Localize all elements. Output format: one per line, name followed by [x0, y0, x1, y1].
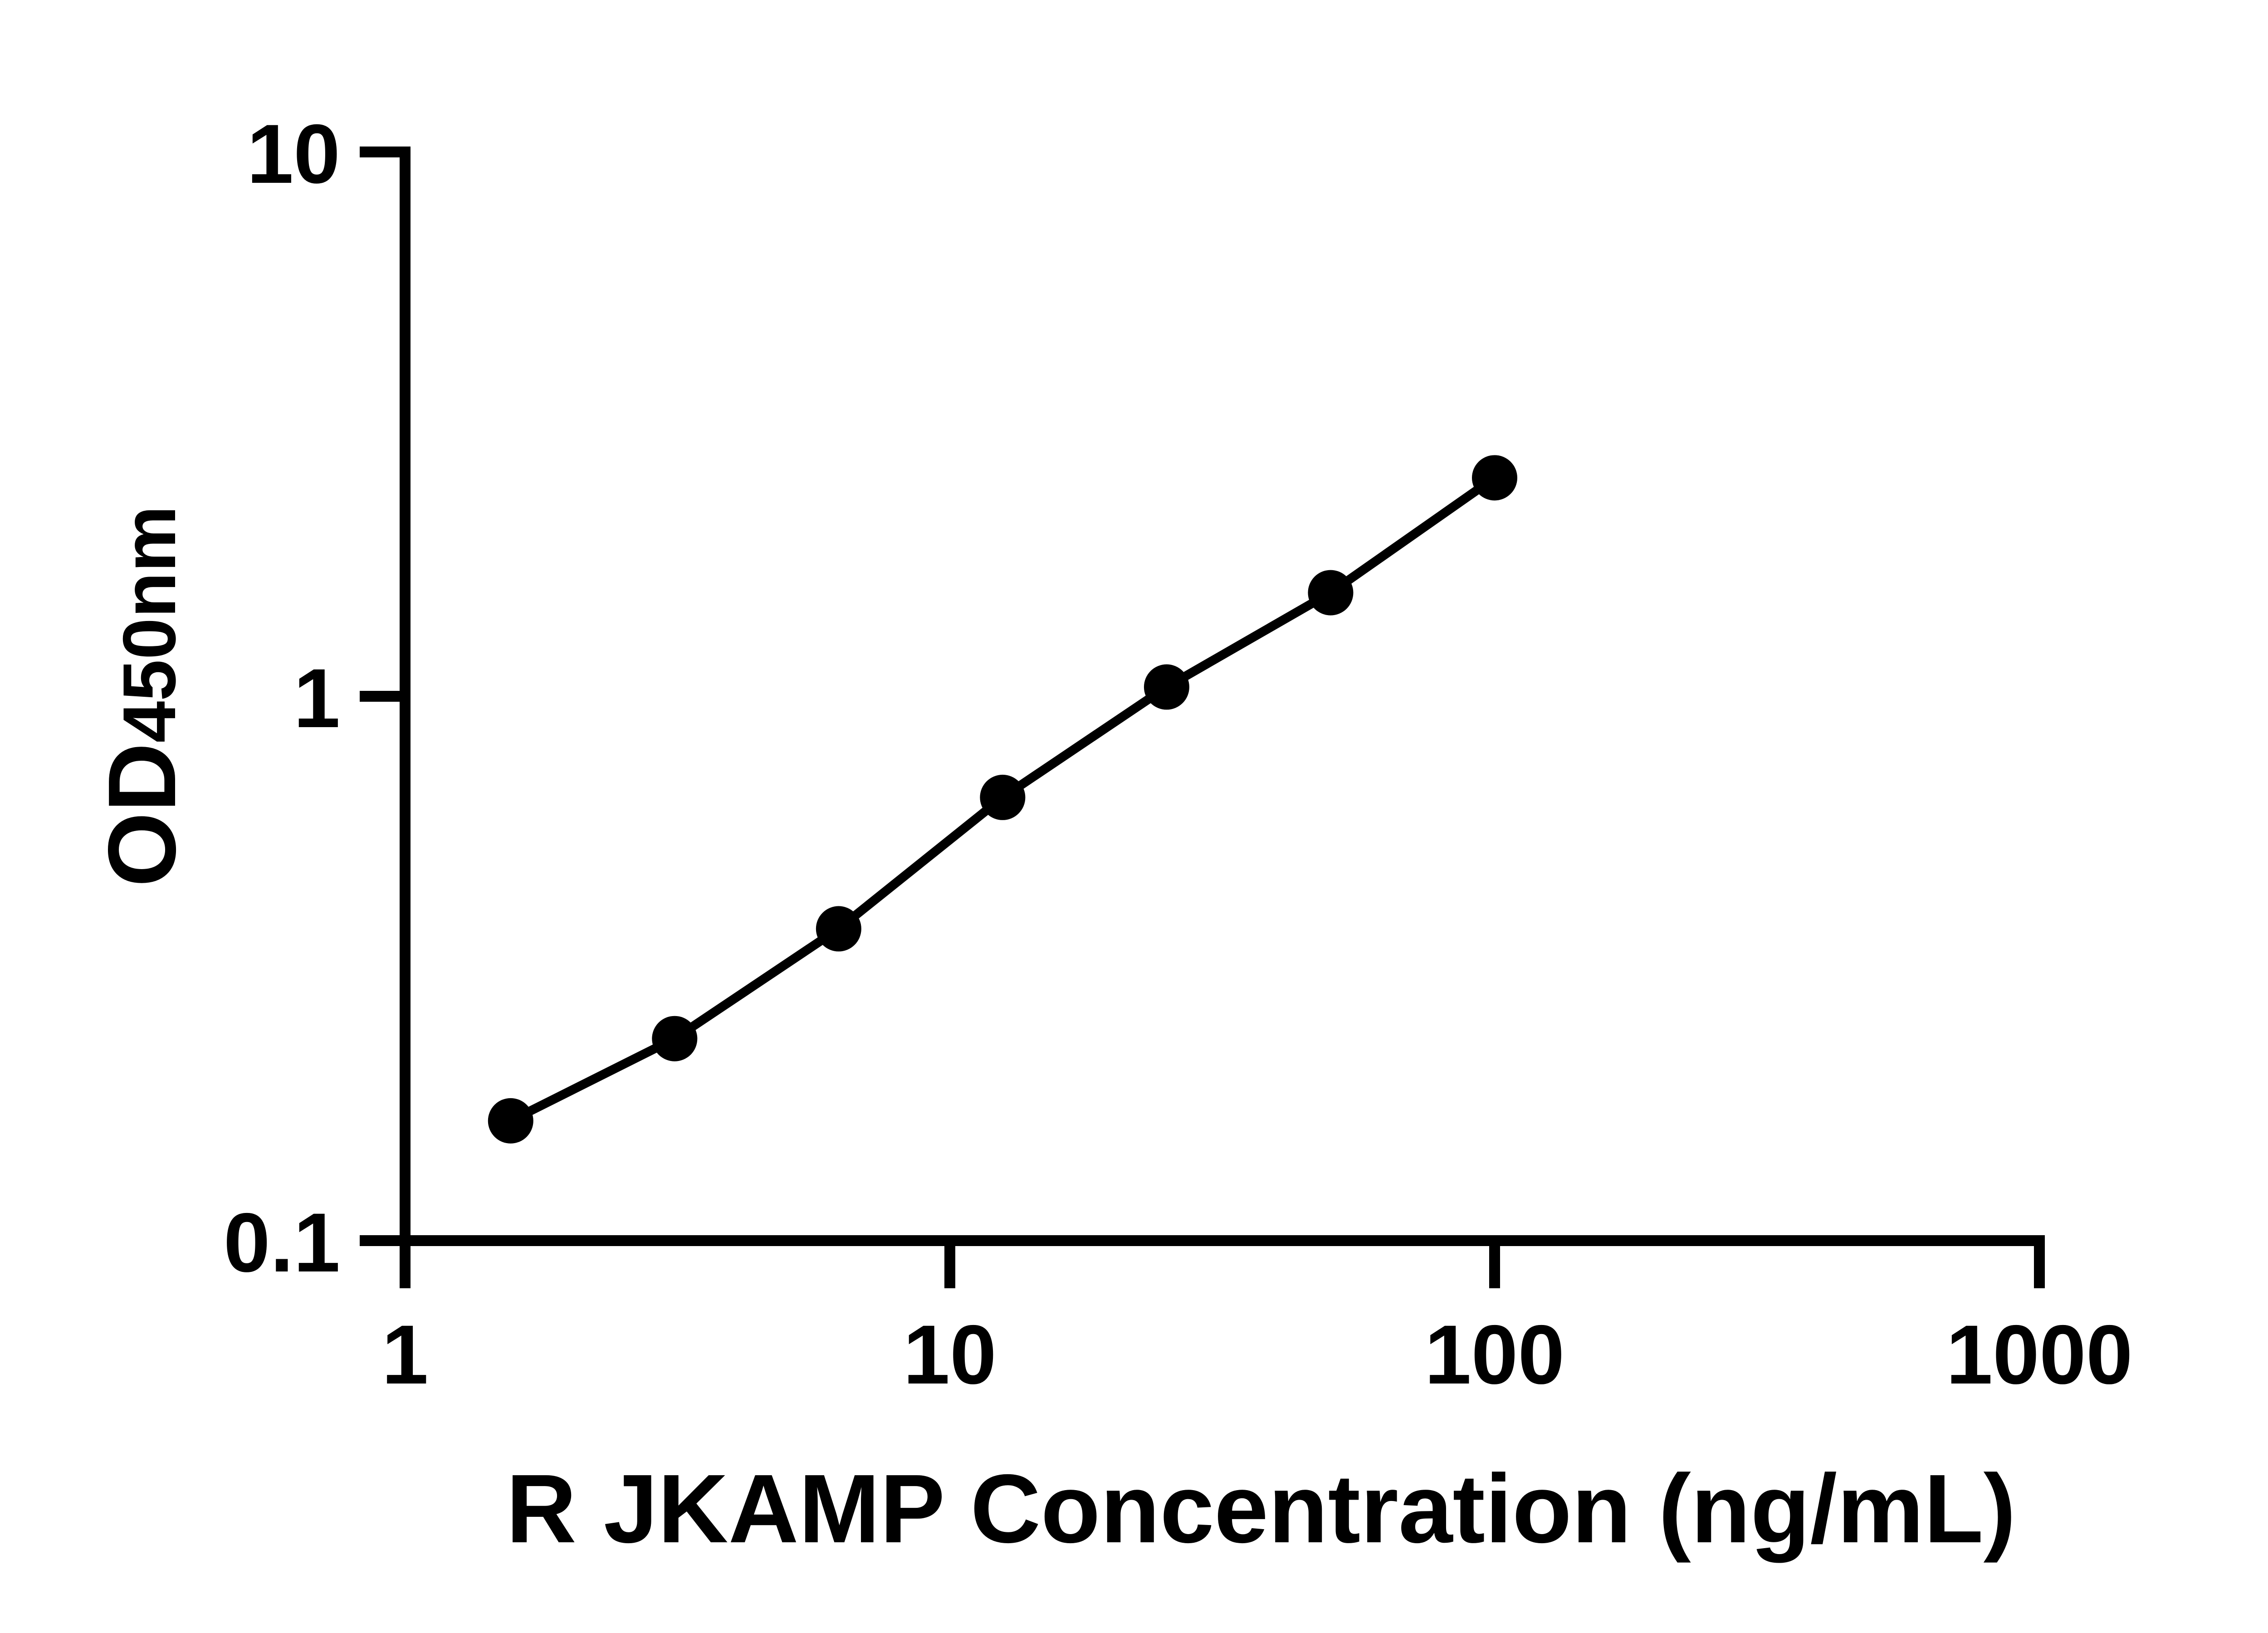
- y-tick-label: 1: [293, 652, 340, 745]
- y-axis-title: OD450nm: [88, 506, 196, 887]
- y-axis-title-subscript: 450nm: [108, 506, 191, 743]
- data-point-marker: [488, 1098, 533, 1144]
- data-point-marker: [980, 774, 1026, 820]
- data-point-marker: [1144, 664, 1189, 710]
- y-axis-ticks: [360, 147, 405, 1246]
- x-tick-label: 1000: [1946, 1308, 2133, 1402]
- y-tick-label: 0.1: [224, 1196, 340, 1290]
- data-point-marker: [652, 1016, 698, 1061]
- y-tick-label: 10: [247, 108, 340, 201]
- x-tick-label: 100: [1425, 1308, 1565, 1402]
- data-point-marker: [1472, 455, 1517, 501]
- x-tick-label: 10: [903, 1308, 997, 1402]
- data-point-marker: [1308, 570, 1354, 616]
- y-axis-title-main: OD: [88, 743, 196, 887]
- x-tick-label: 1: [382, 1308, 429, 1402]
- y-axis-tick-labels: 0.1 1 10: [224, 108, 340, 1290]
- axis-lines: [360, 147, 2045, 1246]
- x-axis-tick-labels: 1 10 100 1000: [382, 1308, 2133, 1402]
- standard-curve-points: [488, 455, 1517, 1144]
- data-point-marker: [816, 906, 861, 952]
- x-axis-title: R JKAMP Concentration (ng/mL): [506, 1454, 2016, 1563]
- x-axis-ticks: [400, 1241, 2045, 1288]
